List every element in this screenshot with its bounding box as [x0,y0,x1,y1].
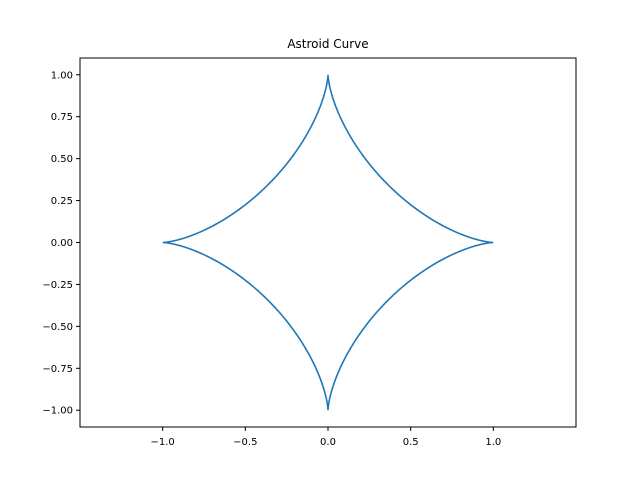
plot-area [162,74,494,411]
x-tick-label: 1.0 [485,437,501,448]
y-tick-label: −0.50 [42,322,73,333]
axes-frame [79,57,577,428]
y-tick-label: 0.00 [51,238,73,249]
y-axis: −1.00 −0.75 −0.50 −0.25 0.00 0.25 0.50 0.75 1.00 [42,70,80,417]
y-tick-label: −1.00 [42,406,73,417]
y-tick-label: 1.00 [51,70,73,81]
y-tick-label: 0.75 [51,112,73,123]
x-tick-label: 0.5 [403,437,419,448]
x-tick-label: 0.0 [320,437,336,448]
y-tick-label: 0.25 [51,196,73,207]
y-tick-label: 0.50 [51,154,73,165]
x-tick-label: −1.0 [151,437,175,448]
y-tick-label: −0.25 [42,280,73,291]
x-axis: −1.0 −0.5 0.0 0.5 1.0 [151,427,501,448]
y-tick-label: −0.75 [42,364,73,375]
x-tick-label: −0.5 [233,437,257,448]
series-line-0 [162,74,494,411]
chart-title: Astroid Curve [287,37,368,51]
